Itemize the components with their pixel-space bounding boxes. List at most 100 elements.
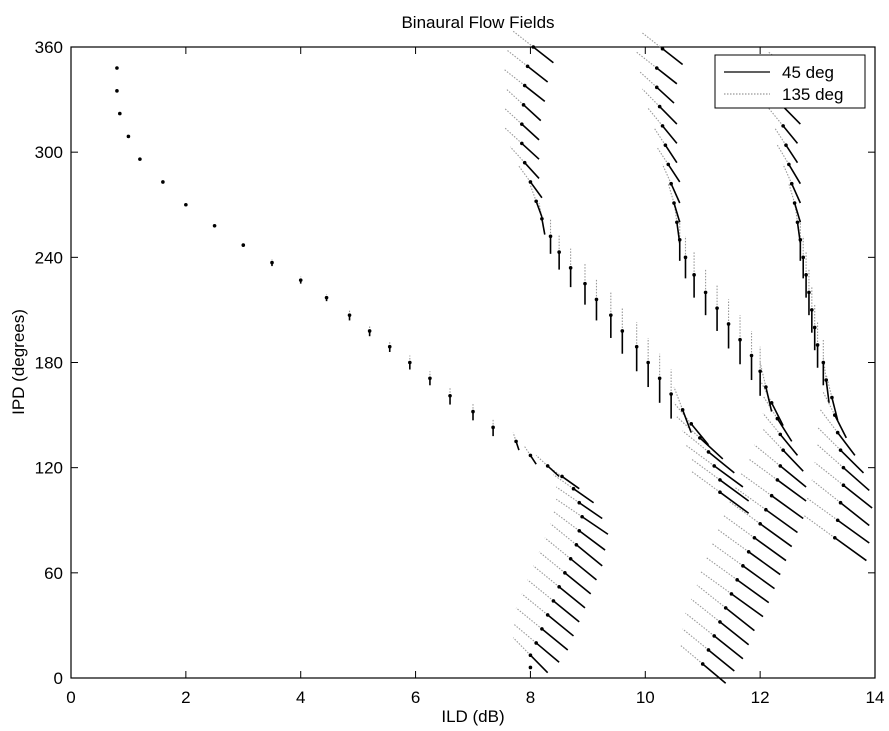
grid-point (580, 514, 584, 519)
grid-point (577, 500, 582, 505)
grid-point (520, 122, 524, 126)
grid-point (654, 66, 659, 70)
vector-45-deg (656, 86, 675, 104)
vector-135-deg (776, 144, 790, 165)
x-tick-label: 12 (751, 688, 770, 707)
vector-135-deg (504, 127, 523, 144)
grid-point (833, 413, 837, 417)
x-tick-label: 8 (526, 688, 535, 707)
vector-135-deg (748, 458, 778, 481)
grid-point (784, 143, 788, 147)
vector-45-deg (670, 183, 681, 204)
grid-point (212, 223, 217, 228)
grid-point (657, 376, 662, 381)
grid-point (672, 201, 676, 205)
vector-45-deg (575, 544, 603, 567)
vector-135-deg (673, 201, 678, 223)
vector-135-deg (768, 107, 784, 127)
grid-point (815, 343, 820, 347)
vector-45-deg (713, 635, 744, 660)
vector-45-deg (664, 144, 678, 164)
vector-135-deg (512, 30, 534, 48)
vector-45-deg (719, 491, 750, 514)
vector-135-deg (754, 444, 781, 467)
grid-point (718, 478, 722, 482)
grid-point (812, 325, 817, 330)
grid-point (833, 535, 837, 540)
vector-135-deg (690, 598, 721, 623)
y-tick-label: 180 (35, 354, 63, 373)
vector-45-deg (541, 218, 546, 235)
vector-135-deg (825, 374, 833, 398)
x-tick-label: 6 (411, 688, 420, 707)
grid-point (801, 255, 806, 260)
grid-point (775, 416, 780, 421)
grid-point (804, 273, 808, 277)
grid-point (528, 453, 533, 458)
vector-45-deg (842, 467, 870, 492)
vector-135-deg (759, 362, 767, 388)
grid-point (718, 490, 722, 495)
vector-45-deg (779, 465, 807, 488)
vector-135-deg (555, 486, 580, 504)
grid-point (534, 641, 538, 645)
vector-45-deg (661, 125, 678, 144)
x-tick-label: 10 (636, 688, 655, 707)
grid-point (807, 290, 811, 295)
x-axis-title: ILD (dB) (441, 707, 504, 726)
grid-point (568, 557, 573, 561)
grid-point (666, 162, 671, 167)
grid-point (781, 124, 785, 128)
grid-point (115, 66, 119, 70)
vector-135-deg (673, 386, 684, 411)
vector-45-deg (842, 484, 873, 509)
grid-point (520, 141, 524, 146)
grid-point (712, 464, 716, 468)
grid-point (528, 180, 533, 184)
vector-45-deg (753, 537, 787, 562)
grid-point (735, 578, 739, 582)
grid-point (654, 85, 659, 90)
x-tick-label: 0 (66, 688, 75, 707)
vector-135-deg (733, 486, 767, 511)
grid-point (514, 439, 518, 444)
vector-135-deg (642, 88, 661, 107)
grid-point (574, 542, 579, 547)
vector-135-deg (690, 470, 721, 493)
grid-point (715, 306, 719, 310)
vector-45-deg (558, 586, 586, 609)
vector-135-deg (705, 556, 738, 581)
vector-45-deg (561, 475, 580, 490)
grid-point (669, 181, 673, 186)
vector-45-deg (707, 451, 735, 474)
vector-45-deg (713, 465, 744, 488)
grid-point (778, 464, 783, 468)
vector-135-deg (636, 51, 658, 69)
vector-45-deg (699, 437, 724, 460)
vector-135-deg (817, 426, 841, 451)
vector-135-deg (699, 570, 732, 595)
vector-135-deg (535, 454, 549, 467)
vector-45-deg (529, 654, 549, 674)
vector-135-deg (515, 607, 543, 630)
vector-135-deg (656, 146, 669, 165)
vector-135-deg (696, 584, 727, 609)
vector-45-deg (570, 558, 597, 581)
vector-45-deg (524, 84, 546, 102)
vector-135-deg (509, 146, 526, 164)
vector-45-deg (765, 386, 773, 412)
grid-point (577, 528, 582, 533)
vector-45-deg (656, 67, 678, 85)
grid-point (789, 181, 794, 186)
y-axis: 0 60 120 180 240 300 360 (35, 38, 875, 688)
vector-135-deg (504, 69, 526, 86)
vector-45-deg (578, 530, 606, 551)
grid-point (835, 518, 840, 523)
vector-45-deg (662, 48, 684, 66)
vector-135-deg (544, 463, 563, 477)
grid-point (841, 483, 846, 487)
legend-label-45-deg: 45 deg (782, 63, 834, 82)
grid-point (660, 124, 665, 128)
vector-45-deg (782, 125, 799, 144)
vector-135-deg (667, 183, 675, 204)
